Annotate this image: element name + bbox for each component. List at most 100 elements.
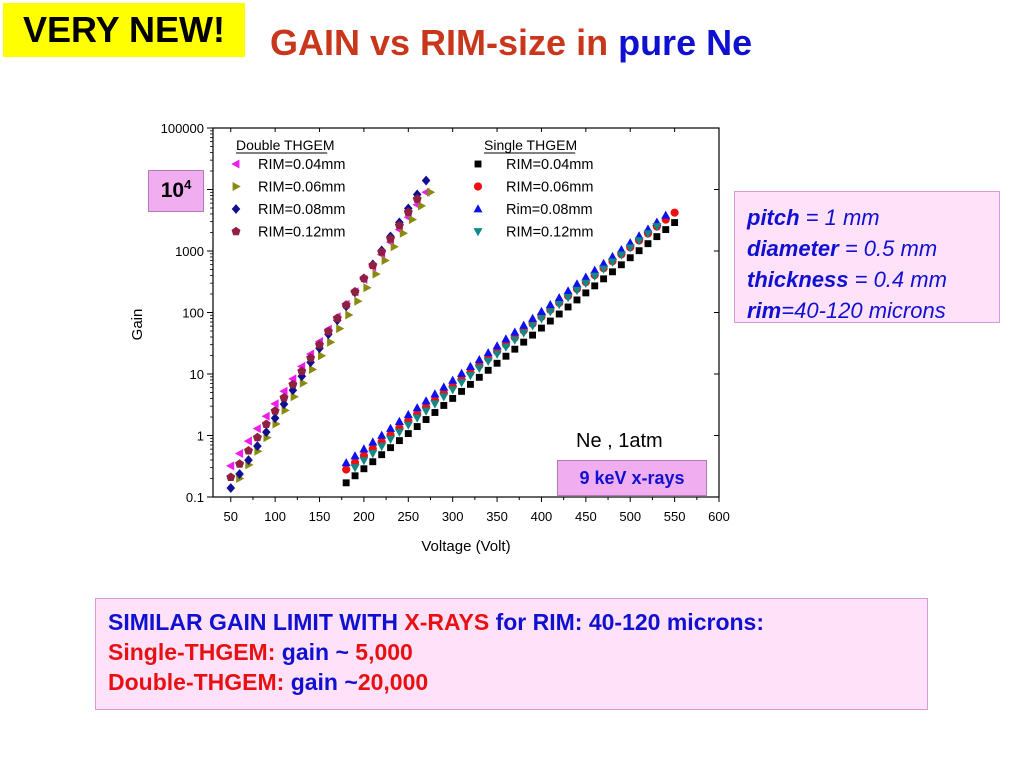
x-tick-label: 550	[664, 509, 686, 524]
data-point	[421, 175, 431, 186]
data-point	[545, 308, 555, 317]
legend-entry-label: RIM=0.06mm	[506, 180, 593, 196]
thgem-parameters-box: pitch = 1 mm diameter = 0.5 mm thickness…	[734, 191, 1000, 323]
summary-line-3-a: Double-THGEM:	[108, 669, 291, 695]
callout-base: 10	[160, 179, 185, 202]
data-point	[546, 317, 554, 325]
data-point	[608, 258, 617, 267]
legend-marker	[473, 228, 483, 237]
data-point	[448, 386, 458, 395]
data-point	[412, 414, 422, 423]
data-point	[368, 260, 378, 270]
data-point	[511, 345, 519, 353]
data-point	[545, 300, 555, 309]
data-point	[399, 228, 408, 238]
data-point	[643, 230, 653, 239]
data-point	[492, 350, 502, 359]
data-point	[458, 387, 466, 395]
legend-marker	[232, 182, 241, 191]
data-point	[572, 279, 582, 288]
data-point	[536, 315, 546, 324]
data-point	[369, 458, 377, 466]
data-point	[554, 293, 564, 302]
param-pitch-label: pitch	[747, 205, 800, 230]
summary-line-1-b: X-RAYS	[404, 609, 490, 635]
data-point	[235, 459, 245, 468]
legend-entry-label: RIM=0.04mm	[258, 157, 345, 173]
data-point	[563, 294, 573, 303]
param-thickness-label: thickness	[747, 267, 849, 292]
data-point	[315, 340, 324, 349]
data-point	[270, 406, 280, 415]
summary-line-3: Double-THGEM: gain ~20,000	[108, 667, 915, 697]
legend-marker	[474, 160, 482, 168]
gain-10e4-callout: 104	[148, 170, 204, 212]
data-point	[386, 423, 396, 432]
data-point	[555, 310, 563, 318]
data-point	[449, 394, 457, 402]
data-point	[332, 313, 342, 323]
data-point	[368, 450, 378, 459]
data-point	[617, 261, 625, 269]
data-point	[413, 423, 421, 430]
param-diameter: diameter = 0.5 mm	[747, 233, 987, 264]
data-point	[572, 286, 582, 296]
data-point	[590, 265, 600, 274]
data-point	[465, 372, 475, 381]
data-point	[590, 272, 600, 281]
x-tick-label: 200	[353, 509, 375, 524]
data-point	[625, 244, 635, 253]
data-point	[440, 402, 448, 409]
x-tick-label: 350	[486, 509, 508, 524]
data-point	[378, 451, 386, 459]
data-point	[501, 334, 511, 343]
data-point	[474, 355, 484, 364]
x-axis-title: Voltage (Volt)	[421, 538, 510, 555]
data-point	[244, 455, 253, 465]
data-point	[342, 465, 351, 474]
y-tick-label: 1	[197, 429, 204, 444]
data-point	[502, 352, 510, 360]
data-point	[252, 432, 262, 442]
y-tick-label: 100	[182, 306, 204, 321]
data-point	[609, 268, 616, 276]
data-point	[581, 272, 591, 281]
data-point	[465, 361, 475, 370]
data-point	[350, 464, 360, 473]
data-point	[528, 322, 538, 331]
data-point	[354, 296, 363, 306]
data-point	[484, 366, 492, 374]
y-tick-label: 1000	[175, 244, 204, 259]
data-point	[387, 444, 394, 452]
legend-group-title: Double THGEM	[236, 137, 335, 153]
data-point	[350, 451, 360, 460]
x-tick-label: 150	[309, 509, 331, 524]
data-point	[466, 380, 474, 388]
data-point	[408, 215, 417, 225]
data-point	[261, 411, 270, 421]
x-tick-label: 300	[442, 509, 464, 524]
y-tick-label: 0.1	[186, 490, 204, 505]
data-point	[536, 306, 546, 315]
summary-line-2: Single-THGEM: gain ~ 5,000	[108, 637, 915, 667]
data-point	[359, 273, 369, 283]
summary-line-1-c: for RIM: 40-120 microns:	[489, 609, 764, 635]
data-point	[474, 364, 484, 374]
data-point	[261, 419, 271, 428]
data-point	[652, 223, 662, 232]
data-point	[591, 282, 599, 290]
data-point	[599, 265, 609, 274]
data-point	[492, 341, 502, 350]
data-point	[226, 483, 236, 493]
data-point	[381, 255, 390, 265]
legend-marker	[473, 204, 483, 213]
x-tick-label: 250	[397, 509, 419, 524]
data-point	[377, 247, 387, 256]
data-point	[226, 461, 235, 471]
data-point	[510, 327, 520, 336]
data-point	[394, 428, 404, 437]
x-tick-label: 400	[531, 509, 553, 524]
summary-line-2-a: Single-THGEM:	[108, 639, 282, 665]
param-rim: rim=40-120 microns	[747, 295, 987, 326]
data-point	[538, 324, 545, 332]
